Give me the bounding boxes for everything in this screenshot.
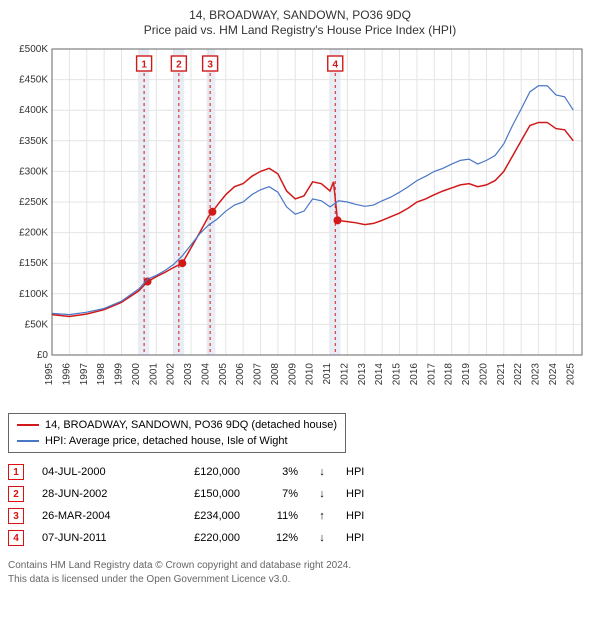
transaction-price: £150,000 bbox=[160, 488, 240, 500]
legend-item-hpi: HPI: Average price, detached house, Isle… bbox=[17, 433, 337, 449]
svg-text:2009: 2009 bbox=[287, 363, 298, 386]
transaction-pct: 11% bbox=[258, 510, 298, 522]
svg-text:2019: 2019 bbox=[461, 363, 472, 386]
transaction-date: 26-MAR-2004 bbox=[42, 510, 142, 522]
transaction-row: 4 07-JUN-2011 £220,000 12% ↓ HPI bbox=[8, 527, 592, 549]
svg-text:£500K: £500K bbox=[19, 44, 48, 55]
svg-text:2024: 2024 bbox=[548, 363, 559, 386]
svg-text:3: 3 bbox=[207, 60, 213, 71]
svg-text:£300K: £300K bbox=[19, 166, 48, 177]
transaction-price: £234,000 bbox=[160, 510, 240, 522]
svg-text:£0: £0 bbox=[37, 350, 49, 361]
svg-text:4: 4 bbox=[332, 60, 338, 71]
transaction-pct: 7% bbox=[258, 488, 298, 500]
svg-text:2014: 2014 bbox=[374, 363, 385, 386]
svg-text:2022: 2022 bbox=[513, 363, 524, 386]
transaction-pct: 12% bbox=[258, 532, 298, 544]
hpi-label: HPI bbox=[346, 532, 376, 544]
svg-text:2013: 2013 bbox=[357, 363, 368, 386]
transaction-date: 07-JUN-2011 bbox=[42, 532, 142, 544]
hpi-label: HPI bbox=[346, 466, 376, 478]
svg-text:2023: 2023 bbox=[531, 363, 542, 386]
hpi-label: HPI bbox=[346, 488, 376, 500]
footer-line: Contains HM Land Registry data © Crown c… bbox=[8, 559, 592, 573]
svg-text:2012: 2012 bbox=[339, 363, 350, 386]
price-chart: £0 £50K £100K £150K £200K £250K £300K £350K £400… bbox=[8, 43, 592, 403]
arrow-up-icon: ↑ bbox=[316, 510, 328, 522]
legend-label: HPI: Average price, detached house, Isle… bbox=[45, 435, 288, 447]
svg-text:1997: 1997 bbox=[79, 363, 90, 386]
svg-text:2017: 2017 bbox=[426, 363, 437, 386]
chart-titles: 14, BROADWAY, SANDOWN, PO36 9DQ Price pa… bbox=[8, 8, 592, 37]
transaction-badge: 4 bbox=[8, 530, 24, 546]
svg-text:2015: 2015 bbox=[392, 363, 403, 386]
svg-text:2004: 2004 bbox=[200, 363, 211, 386]
transaction-row: 2 28-JUN-2002 £150,000 7% ↓ HPI bbox=[8, 483, 592, 505]
transaction-row: 1 04-JUL-2000 £120,000 3% ↓ HPI bbox=[8, 461, 592, 483]
svg-text:1999: 1999 bbox=[114, 363, 125, 386]
legend-swatch bbox=[17, 424, 39, 426]
svg-text:2001: 2001 bbox=[148, 363, 159, 386]
svg-text:£350K: £350K bbox=[19, 136, 48, 147]
transaction-price: £120,000 bbox=[160, 466, 240, 478]
svg-text:2002: 2002 bbox=[166, 363, 177, 386]
transaction-price: £220,000 bbox=[160, 532, 240, 544]
svg-text:1996: 1996 bbox=[61, 363, 72, 386]
svg-text:£450K: £450K bbox=[19, 75, 48, 86]
svg-text:2007: 2007 bbox=[253, 363, 264, 386]
transaction-badge: 1 bbox=[8, 464, 24, 480]
svg-text:2010: 2010 bbox=[305, 363, 316, 386]
transaction-row: 3 26-MAR-2004 £234,000 11% ↑ HPI bbox=[8, 505, 592, 527]
svg-text:£400K: £400K bbox=[19, 105, 48, 116]
arrow-down-icon: ↓ bbox=[316, 532, 328, 544]
svg-text:1: 1 bbox=[141, 60, 147, 71]
hpi-label: HPI bbox=[346, 510, 376, 522]
footer-attribution: Contains HM Land Registry data © Crown c… bbox=[8, 559, 592, 586]
svg-text:2003: 2003 bbox=[183, 363, 194, 386]
footer-line: This data is licensed under the Open Gov… bbox=[8, 573, 592, 587]
legend: 14, BROADWAY, SANDOWN, PO36 9DQ (detache… bbox=[8, 413, 346, 453]
transaction-date: 28-JUN-2002 bbox=[42, 488, 142, 500]
title-address: 14, BROADWAY, SANDOWN, PO36 9DQ bbox=[8, 8, 592, 22]
transaction-pct: 3% bbox=[258, 466, 298, 478]
svg-text:2016: 2016 bbox=[409, 363, 420, 386]
transaction-badge: 3 bbox=[8, 508, 24, 524]
svg-text:2021: 2021 bbox=[496, 363, 507, 386]
svg-text:2006: 2006 bbox=[235, 363, 246, 386]
svg-text:£200K: £200K bbox=[19, 228, 48, 239]
svg-text:£100K: £100K bbox=[19, 289, 48, 300]
legend-item-property: 14, BROADWAY, SANDOWN, PO36 9DQ (detache… bbox=[17, 417, 337, 433]
arrow-down-icon: ↓ bbox=[316, 488, 328, 500]
svg-text:2008: 2008 bbox=[270, 363, 281, 386]
transaction-badge: 2 bbox=[8, 486, 24, 502]
transactions-table: 1 04-JUL-2000 £120,000 3% ↓ HPI 2 28-JUN-2002 £1… bbox=[8, 461, 592, 549]
svg-text:2011: 2011 bbox=[322, 363, 333, 385]
svg-text:2020: 2020 bbox=[478, 363, 489, 386]
svg-text:£150K: £150K bbox=[19, 258, 48, 269]
transaction-date: 04-JUL-2000 bbox=[42, 466, 142, 478]
title-subtitle: Price paid vs. HM Land Registry's House … bbox=[8, 23, 592, 37]
legend-swatch bbox=[17, 440, 39, 442]
svg-text:2000: 2000 bbox=[131, 363, 142, 386]
arrow-down-icon: ↓ bbox=[316, 466, 328, 478]
svg-text:2025: 2025 bbox=[565, 363, 576, 386]
legend-label: 14, BROADWAY, SANDOWN, PO36 9DQ (detache… bbox=[45, 419, 337, 431]
svg-text:£250K: £250K bbox=[19, 197, 48, 208]
svg-text:1998: 1998 bbox=[96, 363, 107, 386]
svg-text:2005: 2005 bbox=[218, 363, 229, 386]
svg-text:1995: 1995 bbox=[44, 363, 55, 386]
svg-text:2: 2 bbox=[176, 60, 182, 71]
svg-text:2018: 2018 bbox=[444, 363, 455, 386]
svg-text:£50K: £50K bbox=[25, 319, 49, 330]
